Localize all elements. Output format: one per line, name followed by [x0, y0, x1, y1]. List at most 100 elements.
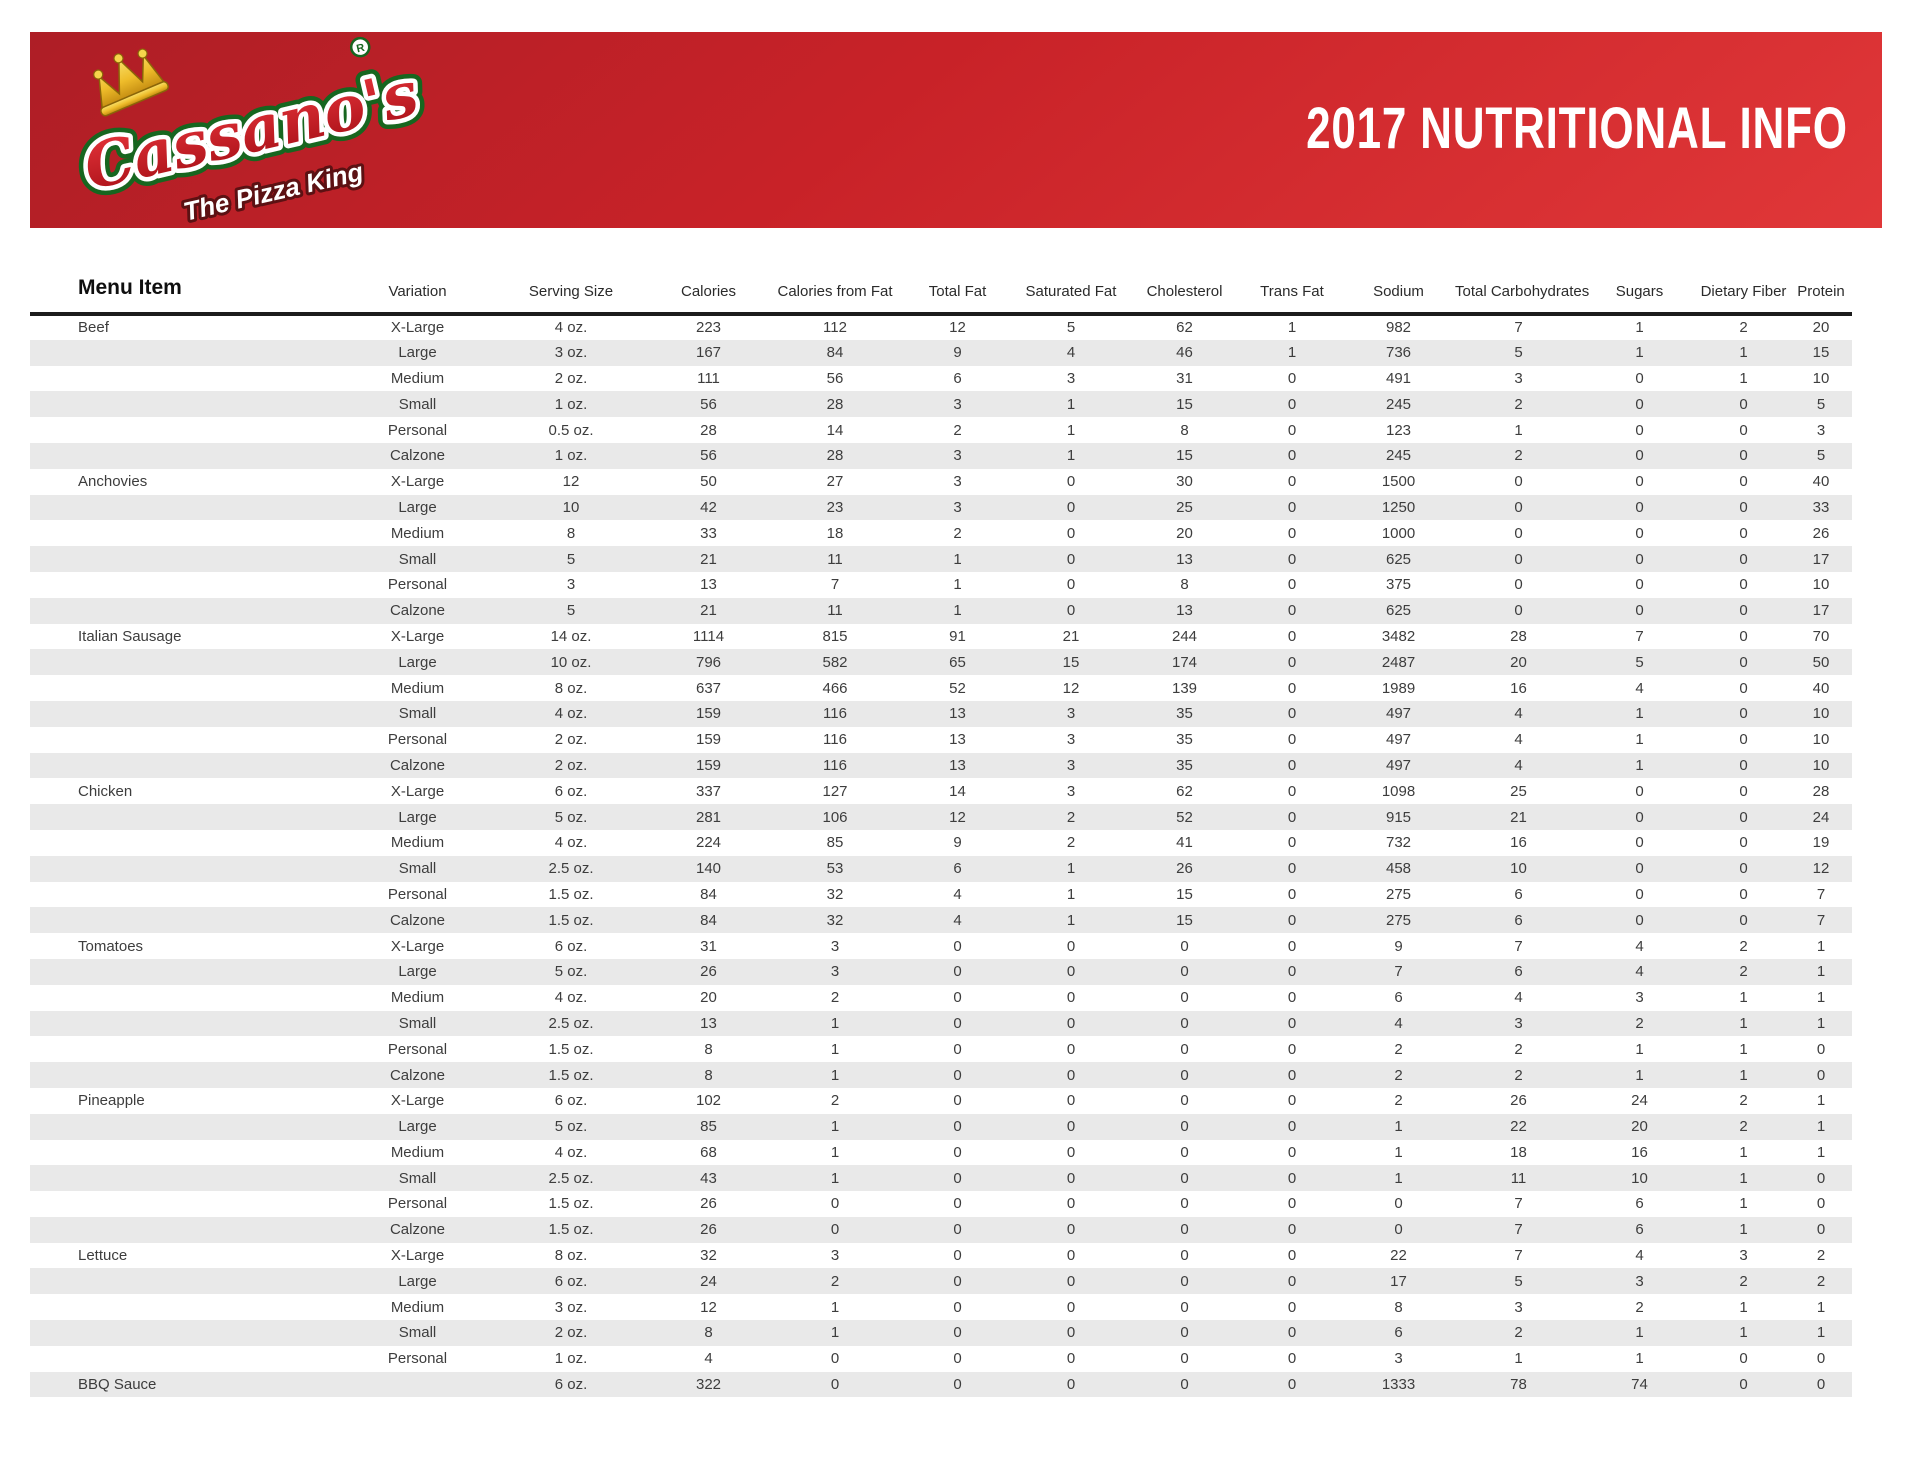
value-cell: 1 [1394, 1118, 1403, 1136]
variation-cell: Small [398, 550, 437, 568]
menu-item-cell [30, 1217, 340, 1243]
value-cell: 3 oz. [554, 344, 588, 362]
value-cell: 56 [700, 395, 717, 413]
value-cell: 3 [566, 576, 576, 594]
value-cell: 52 [1176, 808, 1193, 826]
value-cell: 3 [1394, 1350, 1403, 1368]
value-cell: 1 oz. [554, 395, 588, 413]
value-cell: 1.5 oz. [548, 1066, 594, 1084]
value-cell: 3 [1514, 369, 1523, 387]
value-cell: 732 [1385, 834, 1412, 852]
value-cell: 1 [1816, 989, 1826, 1007]
value-cell: 5 [1635, 653, 1644, 671]
value-cell: 4 oz. [554, 834, 588, 852]
value-cell: 0 [1635, 550, 1644, 568]
value-cell: 0 [1287, 576, 1297, 594]
variation-cell: Small [398, 395, 437, 413]
value-cell: 6 oz. [554, 782, 588, 800]
value-cell: 0 [1287, 989, 1297, 1007]
value-cell: 28 [1812, 782, 1830, 800]
value-cell: 0 [1739, 834, 1748, 852]
col-header-menu-item: Menu Item [78, 276, 182, 299]
value-cell: 1000 [1381, 524, 1416, 542]
value-cell: 1.5 oz. [548, 1195, 594, 1213]
value-cell: 1 [1394, 1143, 1403, 1161]
value-cell: 0 [1287, 524, 1297, 542]
value-cell: 0 [1394, 1221, 1403, 1239]
value-cell: 0 [1180, 1092, 1189, 1110]
value-cell: 1 [953, 550, 962, 568]
value-cell: 10 [1510, 860, 1527, 878]
value-cell: 4 [953, 885, 962, 903]
value-cell: 1 [1635, 1350, 1644, 1368]
table-row: Medium 4 oz. 68 1 0 0 0 0 1 18 16 1 1 [30, 1140, 1852, 1166]
value-cell: 140 [695, 860, 722, 878]
banner: Cassano's Cassano's Cassano's R The Pizz… [30, 32, 1882, 230]
value-cell: 0.5 oz. [548, 421, 594, 439]
value-cell: 15 [1176, 395, 1193, 413]
value-cell: 0 [1739, 421, 1748, 439]
value-cell: 5 [1066, 319, 1076, 337]
value-cell: 3 [1739, 1247, 1748, 1265]
value-cell: 62 [1176, 319, 1193, 337]
value-cell: 0 [830, 1221, 840, 1239]
variation-cell: Large [398, 344, 437, 362]
menu-item-cell: Tomatoes [78, 937, 144, 955]
value-cell: 0 [1739, 473, 1748, 491]
value-cell: 2 [1739, 937, 1748, 955]
value-cell: 0 [1287, 498, 1297, 516]
value-cell: 0 [1635, 808, 1644, 826]
value-cell: 4 [1635, 937, 1644, 955]
value-cell: 0 [1514, 602, 1523, 620]
value-cell: 2 oz. [554, 731, 588, 749]
value-cell: 0 [1180, 1066, 1189, 1084]
value-cell: 13 [700, 576, 717, 594]
value-cell: 0 [1066, 550, 1076, 568]
value-cell: 0 [1739, 498, 1748, 516]
value-cell: 6 [1514, 885, 1523, 903]
nutrition-table: Menu Item Variation Serving Size Calories Ca… [30, 240, 1852, 1398]
value-cell: 0 [953, 937, 962, 955]
value-cell: 7 [1514, 937, 1523, 955]
value-cell: 2 [1635, 1298, 1644, 1316]
value-cell: 7 [1514, 1247, 1523, 1265]
value-cell: 1 [1635, 319, 1644, 337]
value-cell: 53 [826, 860, 844, 878]
value-cell: 0 [953, 989, 962, 1007]
value-cell: 84 [700, 911, 717, 929]
value-cell: 102 [695, 1092, 722, 1110]
value-cell: 0 [1739, 395, 1748, 413]
value-cell: 6 oz. [554, 1376, 588, 1394]
registered-mark-icon: R [349, 36, 371, 58]
value-cell: 10 oz. [550, 653, 592, 671]
value-cell: 497 [1385, 756, 1412, 774]
value-cell: 13 [1176, 602, 1193, 620]
value-cell: 84 [826, 344, 844, 362]
value-cell: 74 [1631, 1376, 1648, 1394]
value-cell: 2 [1514, 395, 1523, 413]
value-cell: 28 [700, 421, 717, 439]
value-cell: 1 [830, 1066, 840, 1084]
value-cell: 7 [1394, 963, 1403, 981]
value-cell: 0 [1066, 1324, 1076, 1342]
menu-item-cell [30, 417, 340, 443]
value-cell: 0 [1180, 1195, 1189, 1213]
value-cell: 7 [1514, 319, 1523, 337]
nutrition-table-section: Menu Item Variation Serving Size Calories Ca… [30, 240, 1852, 1398]
variation-cell: Calzone [389, 447, 446, 465]
value-cell: 6 [1635, 1221, 1644, 1239]
value-cell: 0 [1066, 1376, 1076, 1394]
variation-cell: Small [398, 705, 437, 723]
value-cell: 24 [1631, 1092, 1648, 1110]
table-row: Medium 8 oz. 637 466 52 12 139 0 1989 16 4 0 40 [30, 675, 1852, 701]
menu-item-cell: Pineapple [78, 1092, 145, 1110]
value-cell: 26 [700, 1195, 717, 1213]
value-cell: 0 [1180, 1350, 1189, 1368]
value-cell: 12 [1062, 679, 1080, 697]
value-cell: 1 [1066, 911, 1076, 929]
variation-cell: Small [398, 860, 437, 878]
value-cell: 13 [949, 705, 966, 723]
value-cell: 0 [953, 1014, 962, 1032]
value-cell: 26 [1812, 524, 1830, 542]
value-cell: 13 [949, 756, 966, 774]
